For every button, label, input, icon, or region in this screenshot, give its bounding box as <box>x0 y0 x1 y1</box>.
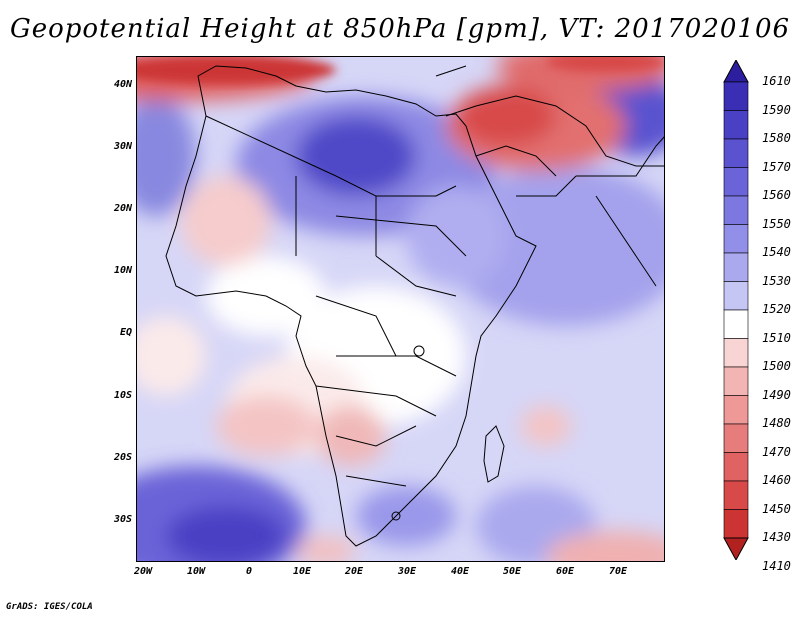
colorbar-label: 1530 <box>762 273 791 288</box>
lon-label-30e: 30E <box>397 566 417 577</box>
colorbar-segment <box>723 252 749 282</box>
colorbar-segment <box>723 366 749 396</box>
lon-label-10e: 10E <box>292 566 312 577</box>
colorbar-label: 1510 <box>762 330 791 345</box>
colorbar-label: 1590 <box>762 102 791 117</box>
lat-label-10n: 10N <box>113 265 132 276</box>
colorbar-segment <box>723 224 749 254</box>
lon-label-60e: 60E <box>555 566 575 577</box>
lon-label-20w: 20W <box>133 566 153 577</box>
lon-label-40e: 40E <box>450 566 470 577</box>
lon-label-70e: 70E <box>608 566 628 577</box>
lon-label-20e: 20E <box>344 566 364 577</box>
colorbar-segment <box>723 60 749 83</box>
colorbar-label: 1580 <box>762 131 791 145</box>
colorbar-segment <box>723 537 749 560</box>
colorbar-label: 1500 <box>762 359 791 373</box>
colorbar-segment <box>723 167 749 197</box>
colorbar-label: 1560 <box>762 188 791 202</box>
colorbar-segment <box>723 423 749 453</box>
colorbar-label: 1570 <box>762 159 791 174</box>
colorbar-label: 1490 <box>762 387 791 402</box>
colorbar-segment <box>723 81 749 111</box>
colorbar-segment <box>723 281 749 311</box>
lat-label-20s: 20S <box>113 452 132 463</box>
lat-label-40n: 40N <box>113 79 132 90</box>
colorbar-segment <box>723 110 749 140</box>
geopotential-map <box>136 56 665 562</box>
coastlines <box>165 65 665 547</box>
colorbar-segment <box>723 480 749 510</box>
colorbar-segment <box>723 309 749 339</box>
map-title: Geopotential Height at 850hPa [gpm], VT:… <box>9 14 791 44</box>
colorbar-label: 1470 <box>762 444 791 459</box>
colorbar-label: 1410 <box>762 558 791 573</box>
map-canvas <box>136 56 665 562</box>
lon-label-50e: 50E <box>502 566 522 577</box>
colorbar-segment <box>723 452 749 482</box>
colorbar <box>723 60 749 560</box>
colorbar-segment <box>723 395 749 425</box>
lon-label-10w: 10W <box>186 566 206 577</box>
lat-label-eq: EQ <box>119 327 132 338</box>
lat-label-10s: 10S <box>113 390 132 401</box>
colorbar-segment <box>723 509 749 539</box>
colorbar-label: 1480 <box>762 416 791 430</box>
credit-text: GrADS: IGES/COLA <box>6 602 93 612</box>
colorbar-segment <box>723 138 749 168</box>
colorbar-label: 1520 <box>762 302 791 316</box>
lat-label-20n: 20N <box>113 203 132 214</box>
colorbar-label: 1540 <box>762 245 791 259</box>
colorbar-label: 1450 <box>762 501 791 516</box>
lon-label-0: 0 <box>245 566 253 577</box>
colorbar-label: 1550 <box>762 216 791 231</box>
colorbar-label: 1430 <box>762 530 791 544</box>
colorbar-label: 1460 <box>762 473 791 487</box>
colorbar-segment <box>723 195 749 225</box>
lat-label-30s: 30S <box>113 514 132 525</box>
colorbar-segment <box>723 338 749 368</box>
colorbar-label: 1610 <box>762 74 791 88</box>
lat-label-30n: 30N <box>113 141 132 152</box>
